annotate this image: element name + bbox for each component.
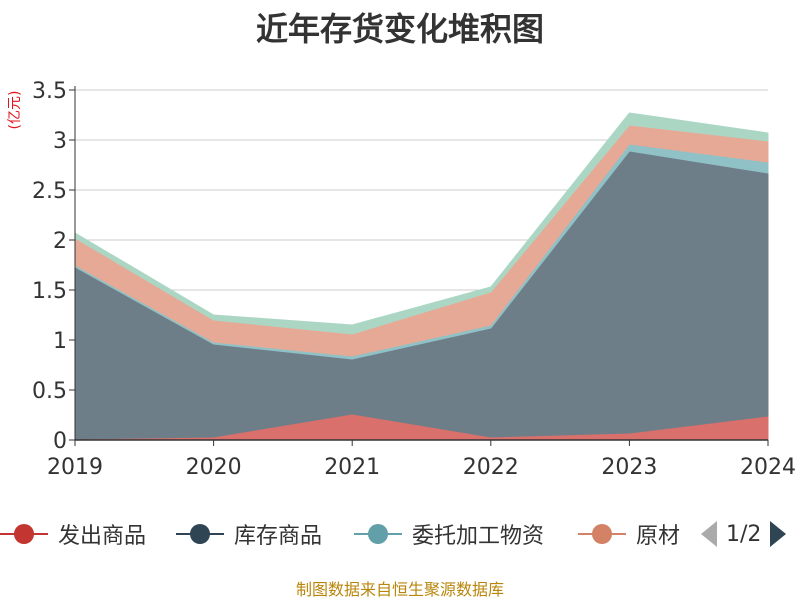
legend-item-kucun[interactable]: 库存商品	[176, 512, 322, 556]
x-tick-label: 2019	[47, 455, 103, 480]
x-tick-label: 2023	[601, 455, 657, 480]
x-tick-label: 2022	[463, 455, 519, 480]
legend-marker-icon	[578, 524, 626, 544]
y-tick-label: 3	[53, 129, 67, 154]
y-tick-label: 3.5	[32, 79, 67, 104]
triangle-right-icon[interactable]	[769, 520, 787, 548]
y-tick-label: 1.5	[32, 279, 67, 304]
y-tick-label: 1	[53, 329, 67, 354]
x-tick-label: 2021	[324, 455, 380, 480]
legend-label: 原材	[636, 524, 680, 549]
y-tick-label: 0.5	[32, 379, 67, 404]
series-areas	[74, 112, 769, 441]
legend-item-fachu[interactable]: 发出商品	[0, 512, 146, 556]
legend-marker-icon	[0, 524, 48, 544]
legend-page-indicator: 1/2	[726, 521, 762, 547]
data-source-note: 制图数据来自恒生聚源数据库	[295, 580, 504, 599]
legend-label: 库存商品	[234, 524, 323, 549]
legend-item-weituo[interactable]: 委托加工物资	[354, 512, 544, 556]
legend-label: 委托加工物资	[412, 524, 545, 549]
y-tick-label: 2.5	[32, 179, 67, 204]
legend-label: 发出商品	[58, 524, 147, 549]
axes: 0 0.5 1 1.5 2 2.5 3 3.5 2019 2020 2021 2022 2023 2024	[32, 79, 796, 480]
x-tick-label: 2020	[186, 455, 242, 480]
chart-title: 近年存货变化堆积图	[255, 10, 544, 48]
triangle-left-icon[interactable]	[700, 520, 718, 548]
legend-marker-icon	[176, 524, 224, 544]
legend: 发出商品 库存商品 委托加工物资 原材 1/2	[0, 512, 800, 556]
y-tick-label: 2	[53, 229, 67, 254]
area-series-5	[74, 112, 769, 335]
x-tick-label: 2024	[740, 455, 796, 480]
legend-marker-icon	[354, 524, 402, 544]
legend-item-yuancai[interactable]: 原材	[578, 512, 680, 556]
legend-pager: 1/2	[700, 512, 787, 556]
y-tick-label: 0	[53, 429, 67, 454]
